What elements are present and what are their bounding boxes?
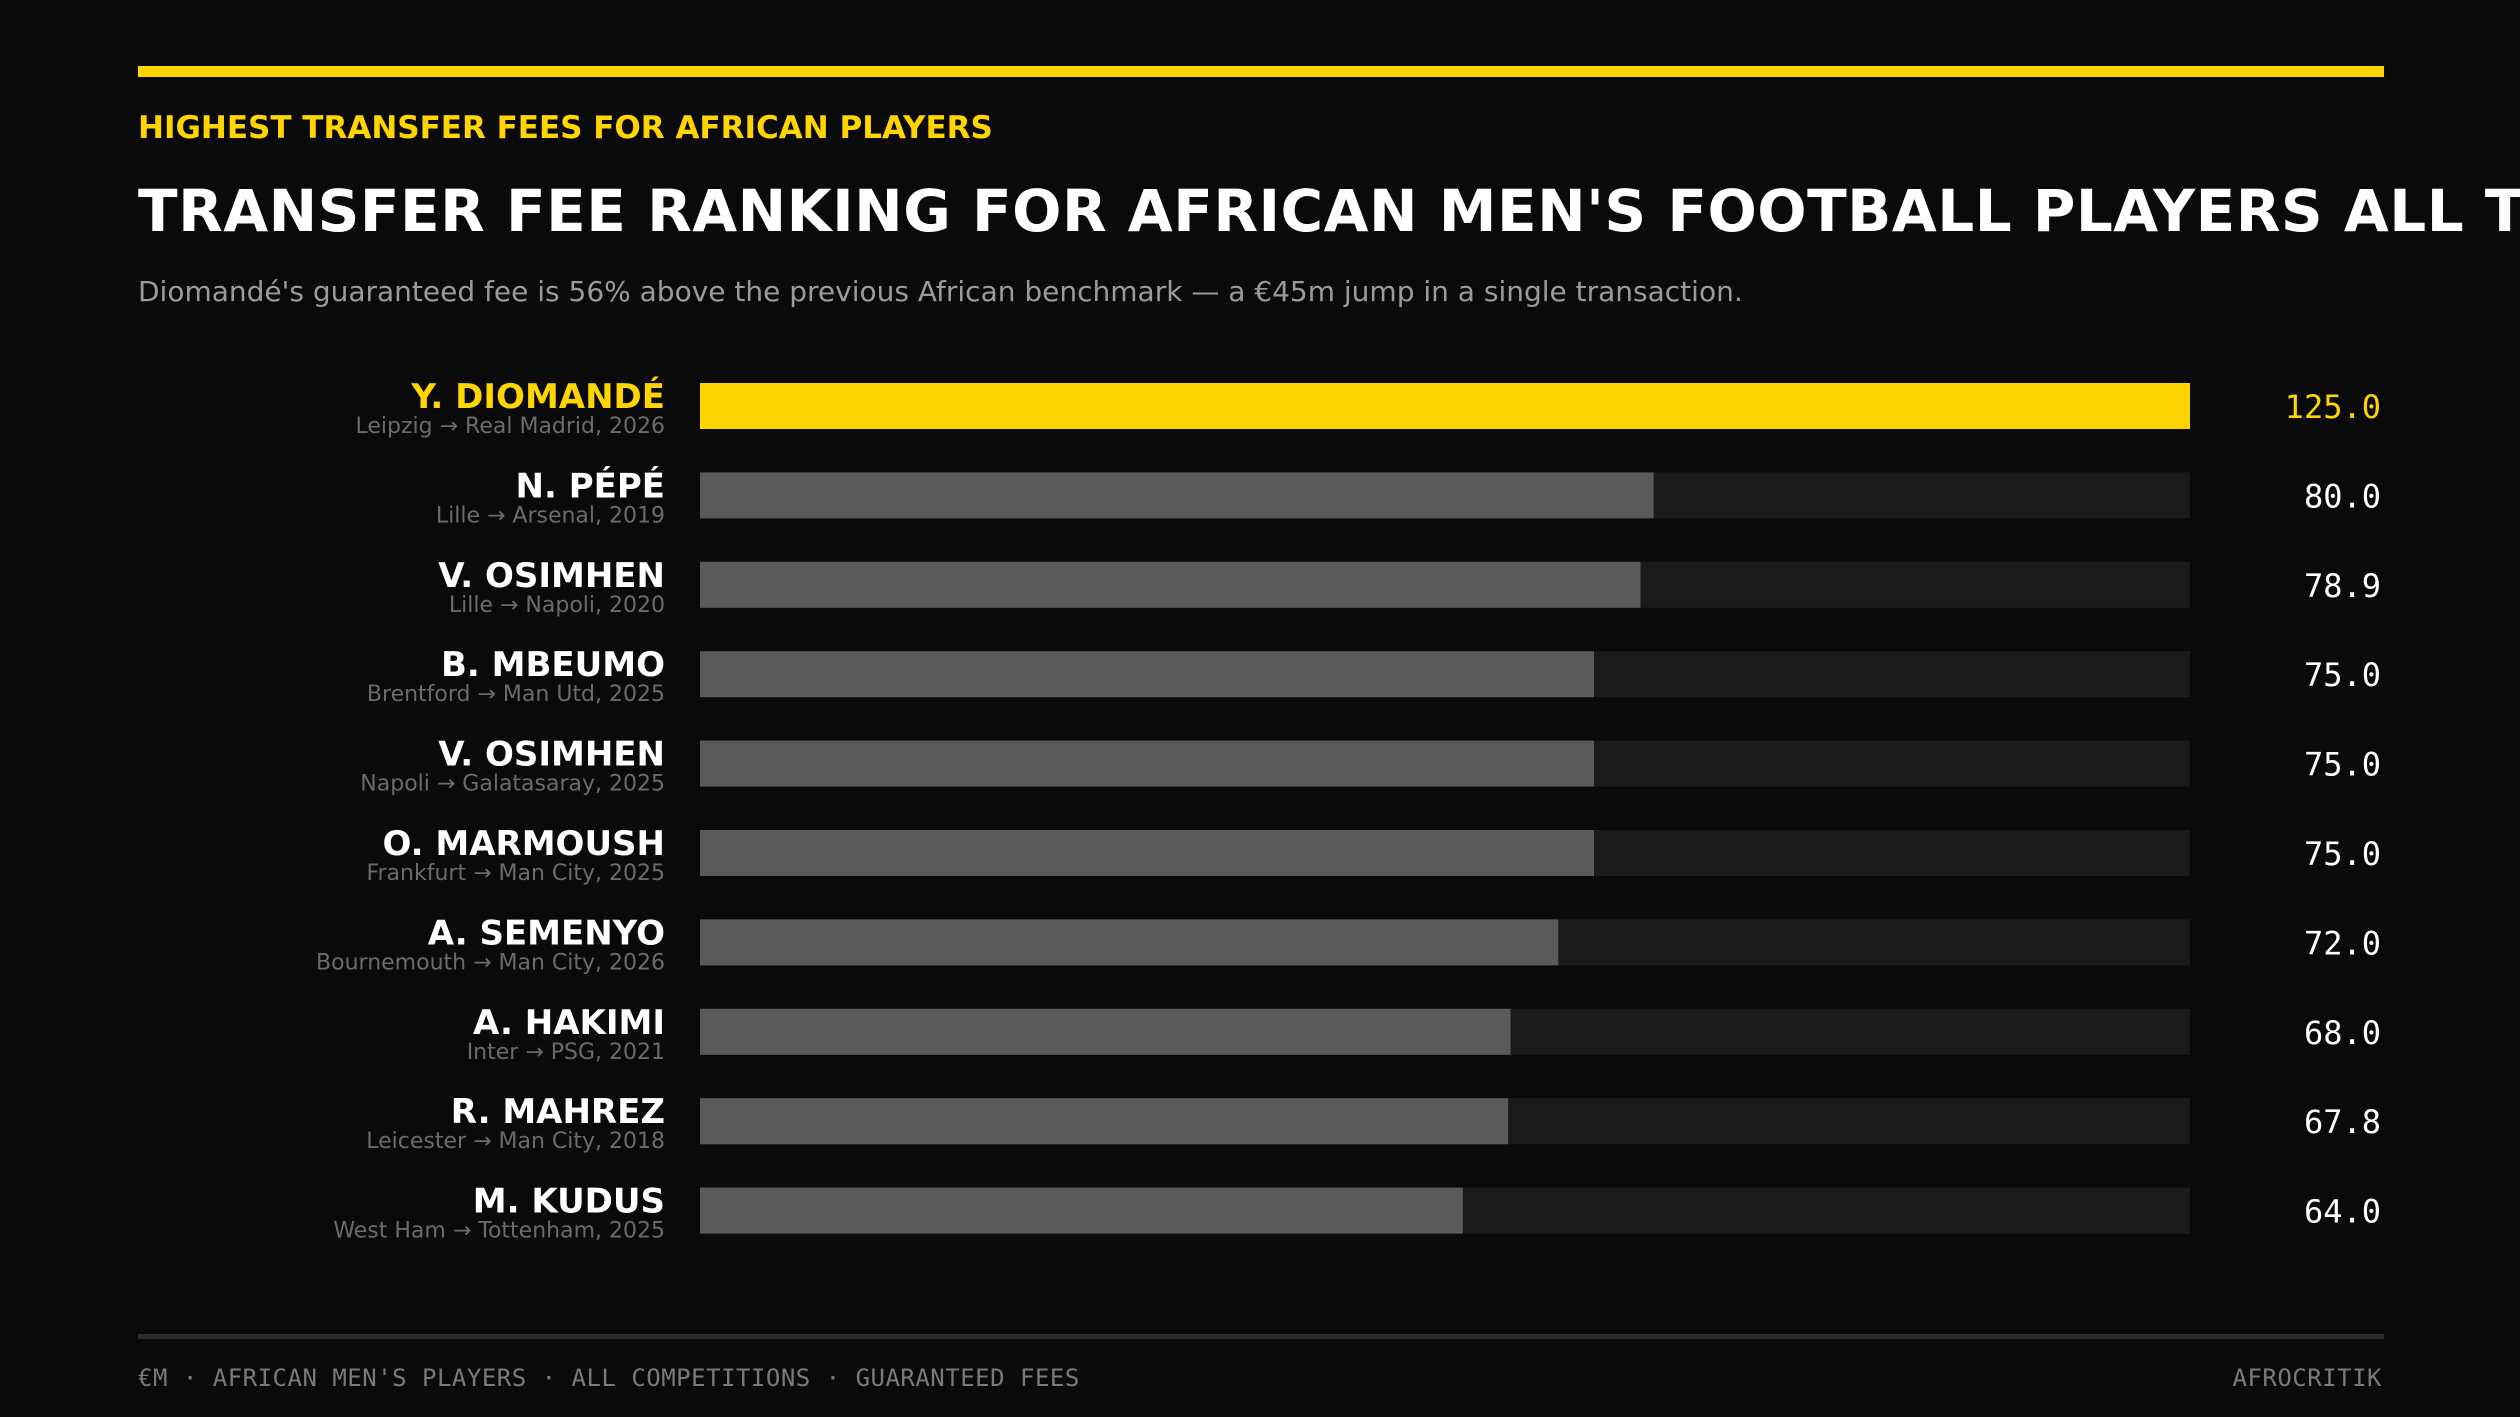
transfer-detail-label: Bournemouth → Man City, 2026 bbox=[316, 950, 665, 975]
value-label: 75.0 bbox=[2304, 656, 2381, 694]
footer-rule bbox=[138, 1334, 2384, 1339]
bar bbox=[700, 383, 2190, 429]
bar bbox=[700, 919, 1559, 966]
top-accent-rule bbox=[138, 66, 2384, 77]
transfer-detail-label: Leicester → Man City, 2018 bbox=[366, 1129, 665, 1154]
value-label: 75.0 bbox=[2304, 835, 2381, 873]
player-name-label: M. KUDUS bbox=[473, 1182, 665, 1222]
player-name-label: N. PÉPÉ bbox=[516, 465, 666, 506]
transfer-detail-label: Inter → PSG, 2021 bbox=[467, 1040, 665, 1065]
player-name-label: Y. DIOMANDÉ bbox=[410, 376, 665, 417]
transfer-detail-label: Lille → Napoli, 2020 bbox=[449, 593, 665, 618]
bar bbox=[700, 1187, 1463, 1234]
bar bbox=[700, 651, 1594, 698]
footer-source-note: €M · AFRICAN MEN'S PLAYERS · ALL COMPETI… bbox=[138, 1364, 1080, 1392]
player-name-label: O. MARMOUSH bbox=[382, 824, 665, 864]
value-label: 68.0 bbox=[2304, 1014, 2381, 1052]
bar bbox=[700, 1008, 1511, 1055]
transfer-detail-label: Napoli → Galatasaray, 2025 bbox=[360, 772, 665, 797]
chart-subtitle: Diomandé's guaranteed fee is 56% above t… bbox=[138, 275, 1743, 308]
transfer-detail-label: Frankfurt → Man City, 2025 bbox=[366, 861, 665, 886]
bar bbox=[700, 561, 1641, 608]
player-name-label: V. OSIMHEN bbox=[438, 735, 665, 775]
player-name-label: R. MAHREZ bbox=[451, 1092, 665, 1132]
chart-title: TRANSFER FEE RANKING FOR AFRICAN MEN'S F… bbox=[138, 177, 2520, 245]
bar bbox=[700, 472, 1654, 519]
player-name-label: B. MBEUMO bbox=[441, 645, 665, 685]
value-label: 67.8 bbox=[2304, 1103, 2381, 1141]
player-name-label: A. HAKIMI bbox=[473, 1003, 665, 1043]
bar bbox=[700, 740, 1594, 787]
bar bbox=[700, 830, 1594, 876]
value-label: 72.0 bbox=[2304, 924, 2381, 962]
bar bbox=[700, 1098, 1509, 1145]
transfer-detail-label: Leipzig → Real Madrid, 2026 bbox=[356, 414, 665, 439]
player-name-label: A. SEMENYO bbox=[428, 913, 665, 953]
transfer-detail-label: West Ham → Tottenham, 2025 bbox=[333, 1219, 665, 1244]
value-label: 80.0 bbox=[2304, 477, 2381, 515]
player-name-label: V. OSIMHEN bbox=[438, 556, 665, 596]
footer-brand: AFROCRITIK bbox=[2232, 1364, 2382, 1392]
value-label: 78.9 bbox=[2304, 567, 2381, 605]
chart-kicker: HIGHEST TRANSFER FEES FOR AFRICAN PLAYER… bbox=[138, 110, 993, 146]
value-label: 64.0 bbox=[2304, 1193, 2381, 1231]
transfer-detail-label: Lille → Arsenal, 2019 bbox=[436, 503, 665, 528]
value-label: 75.0 bbox=[2304, 746, 2381, 784]
value-label: 125.0 bbox=[2285, 388, 2381, 426]
transfer-detail-label: Brentford → Man Utd, 2025 bbox=[367, 682, 665, 707]
